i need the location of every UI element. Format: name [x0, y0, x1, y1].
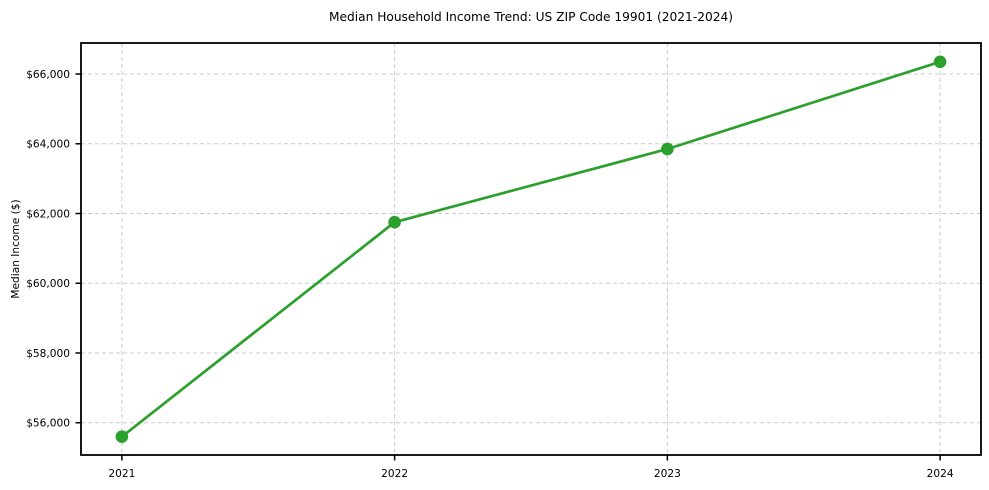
data-point	[115, 430, 129, 444]
x-tick-label: 2024	[927, 468, 954, 480]
plot-border	[80, 42, 982, 456]
y-tick-label: $56,000	[26, 418, 70, 430]
y-tick-label: $62,000	[26, 208, 70, 220]
y-tick-label: $60,000	[26, 278, 70, 290]
y-tick-label: $58,000	[26, 348, 70, 360]
trend-line	[120, 60, 942, 439]
y-axis-label: Median Income ($)	[10, 199, 22, 298]
trend-line-series	[115, 55, 947, 444]
axes-and-ticks: $56,000 $58,000 $60,000 $62,000 $64,000 $66,0…	[26, 42, 982, 480]
data-point	[933, 55, 947, 69]
x-tick-label: 2021	[108, 468, 135, 480]
grid-lines	[81, 43, 981, 455]
data-point	[661, 142, 674, 156]
y-tick-label: $66,000	[26, 69, 70, 81]
x-tick-label: 2023	[654, 468, 681, 480]
x-tick-label: 2022	[381, 468, 408, 480]
y-tick-label: $64,000	[26, 139, 70, 151]
chart-title: Median Household Income Trend: US ZIP Co…	[329, 10, 733, 24]
data-point	[388, 215, 401, 229]
